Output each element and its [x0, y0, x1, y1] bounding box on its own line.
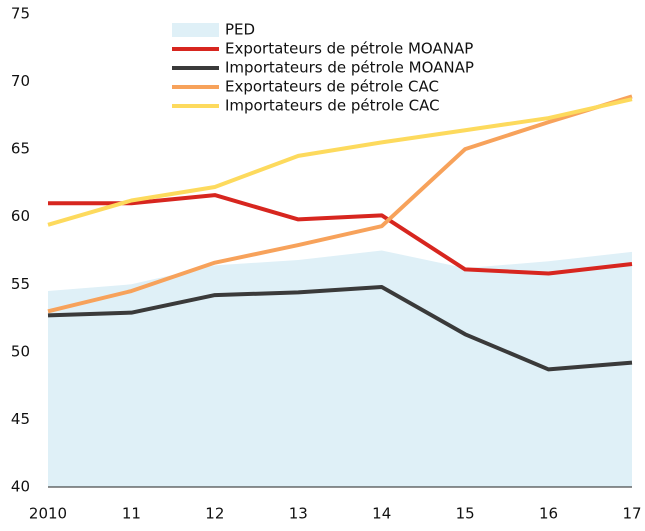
line: [48, 193, 633, 276]
legend-label: Exportateurs de pétrole CAC: [225, 78, 439, 96]
legend-label: Exportateurs de pétrole MOANAP: [225, 40, 473, 58]
x-tick-label: 15: [456, 505, 475, 523]
y-tick-label: 65: [11, 140, 30, 158]
x-tick-label: 13: [289, 505, 308, 523]
y-tick-label: 50: [11, 342, 30, 360]
line: [47, 94, 633, 314]
legend-swatch: [172, 23, 219, 37]
x-tick-label: 14: [372, 505, 391, 523]
x-tick-label: 16: [539, 505, 558, 523]
legend-label: PED: [225, 21, 255, 39]
legend-label: Importateurs de pétrole MOANAP: [225, 59, 474, 77]
y-tick-label: 75: [11, 5, 30, 23]
line: [47, 284, 633, 372]
legend-label: Importateurs de pétrole CAC: [225, 97, 440, 115]
x-tick-label: 17: [622, 505, 641, 523]
y-tick-label: 40: [11, 478, 30, 496]
x-tick-label: 12: [205, 505, 224, 523]
area: [48, 250, 632, 487]
y-tick-label: 70: [11, 72, 30, 90]
y-tick-label: 45: [11, 410, 30, 428]
line: [47, 97, 633, 227]
y-tick-label: 60: [11, 207, 30, 225]
x-tick-label: 2010: [29, 505, 67, 523]
x-tick-label: 11: [122, 505, 141, 523]
y-tick-label: 55: [11, 275, 30, 293]
